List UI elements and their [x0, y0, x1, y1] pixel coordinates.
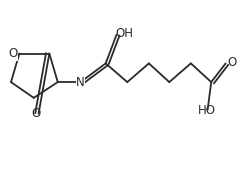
Text: HO: HO [197, 104, 215, 117]
Text: O: O [228, 56, 237, 69]
Text: O: O [8, 47, 17, 60]
Text: O: O [32, 107, 41, 120]
Text: OH: OH [115, 27, 134, 40]
Text: N: N [76, 76, 85, 89]
